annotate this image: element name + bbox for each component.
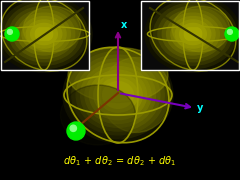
Ellipse shape [98, 78, 138, 112]
Ellipse shape [9, 6, 79, 62]
Ellipse shape [67, 51, 168, 139]
Ellipse shape [89, 70, 147, 120]
Ellipse shape [23, 6, 81, 52]
Circle shape [70, 125, 77, 131]
Text: x: x [121, 20, 127, 30]
Ellipse shape [154, 3, 232, 65]
Ellipse shape [94, 74, 142, 116]
Ellipse shape [85, 66, 151, 123]
Ellipse shape [162, 10, 224, 58]
Ellipse shape [18, 13, 70, 55]
Ellipse shape [0, 0, 88, 69]
Circle shape [7, 30, 12, 34]
Ellipse shape [68, 48, 168, 102]
Ellipse shape [171, 17, 215, 51]
Bar [141, 1, 239, 70]
Ellipse shape [180, 23, 206, 45]
Ellipse shape [22, 17, 66, 51]
Circle shape [228, 30, 232, 34]
Ellipse shape [101, 57, 171, 132]
Ellipse shape [149, 0, 237, 69]
Bar [1, 1, 89, 70]
Circle shape [67, 122, 85, 140]
Ellipse shape [35, 27, 53, 41]
Text: y: y [197, 103, 203, 113]
Ellipse shape [13, 10, 75, 58]
Ellipse shape [172, 6, 230, 52]
Ellipse shape [81, 63, 156, 127]
Ellipse shape [63, 48, 173, 143]
Ellipse shape [26, 20, 62, 48]
Ellipse shape [184, 27, 202, 41]
Ellipse shape [5, 3, 83, 65]
Ellipse shape [30, 23, 57, 45]
Text: $d\theta_1\/ +\/ d\theta_2\/ =\/ d\theta_2\/ +\/ d\theta_1$: $d\theta_1\/ +\/ d\theta_2\/ =\/ d\theta… [63, 154, 177, 168]
Circle shape [5, 27, 19, 41]
Ellipse shape [0, 0, 92, 72]
Circle shape [225, 27, 239, 41]
Bar [1, 1, 89, 70]
Ellipse shape [167, 13, 219, 55]
Ellipse shape [76, 59, 160, 131]
Ellipse shape [145, 0, 240, 72]
Ellipse shape [158, 6, 228, 62]
Ellipse shape [103, 82, 133, 108]
Ellipse shape [175, 20, 211, 48]
Ellipse shape [60, 85, 136, 145]
Bar [141, 1, 239, 70]
Ellipse shape [72, 55, 164, 135]
